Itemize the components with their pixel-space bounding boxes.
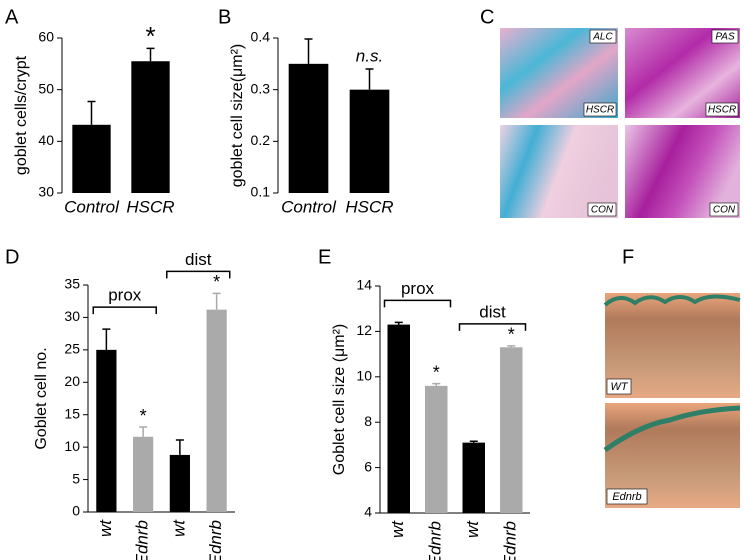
x-tick-label: HSCR [345,197,393,216]
x-tick-label: wt [463,520,482,538]
bar [96,349,117,512]
x-tick-label: Ednrb [133,520,152,560]
y-tick-label: 10 [356,368,372,384]
y-axis-label: Goblet cell no. [33,347,50,449]
y-tick-label: 10 [64,438,80,454]
bar [72,124,111,193]
group-label: prox [401,279,435,298]
y-tick-label: 6 [364,458,372,474]
x-tick-label: Ednrb [501,521,520,560]
y-tick-label: 30 [38,184,54,200]
group-tag: HSCR [586,105,614,116]
x-tick-label: HSCR [126,197,174,216]
y-tick-label: 35 [64,276,80,292]
x-tick-label: wt [96,519,115,537]
y-tick-label: 14 [356,277,372,293]
micrograph: CON [500,125,618,218]
bar [387,324,410,513]
y-tick-label: 0 [72,503,80,519]
y-axis-label: Goblet cell size (μm²) [331,324,348,475]
group-bracket [92,306,157,315]
panel-label: E [318,246,331,268]
bar [288,63,329,194]
panel-label: C [480,6,494,28]
panel-label: D [5,246,19,268]
panel-label: F [622,246,634,268]
micrograph: PAS HSCR [625,28,740,118]
error-bar [212,292,221,310]
group-tag: Ednrb [612,491,641,503]
error-bar [394,321,403,325]
y-tick-label: 40 [38,132,54,148]
error-bar [87,100,96,125]
micrograph: ALC HSCR [500,28,618,118]
y-tick-label: 0.2 [251,132,271,148]
x-tick-label: Control [281,197,337,216]
significance-label: * [508,325,515,345]
panel-label: A [5,6,19,28]
y-tick-label: 30 [64,308,80,324]
significance-label: * [433,362,440,382]
x-tick-label: wt [388,520,407,538]
y-tick-label: 50 [38,80,54,96]
y-tick-label: 4 [364,504,372,520]
significance-label: * [140,406,147,426]
bar [133,436,154,512]
significance-label: * [213,272,220,292]
error-bar [365,68,374,90]
y-axis-label: goblet cell size(μm²) [229,44,246,187]
y-tick-label: 5 [72,470,80,486]
bar [500,347,523,513]
error-bar [139,426,148,437]
group-bracket [166,270,231,279]
group-label: dist [479,302,506,321]
stain-tag: PAS [715,32,735,43]
significance-label: n.s. [356,46,383,65]
y-tick-label: 8 [364,413,372,429]
group-tag: WT [610,381,628,393]
significance-label: * [145,21,155,51]
error-bar [469,440,478,443]
y-tick-label: 20 [64,373,80,389]
micrograph: Ednrb [603,403,741,508]
error-bar [304,38,313,64]
x-tick-label: wt [169,519,188,537]
group-label: dist [185,250,212,269]
x-tick-label: Ednrb [206,520,225,560]
y-tick-label: 15 [64,405,80,421]
group-tag: HSCR [708,105,736,116]
y-tick-label: 0.1 [251,184,271,200]
y-tick-label: 0.3 [251,80,271,96]
y-tick-label: 60 [38,29,54,45]
group-tag: CON [591,205,614,216]
bar [425,385,448,513]
panel-label: B [218,6,231,28]
x-tick-label: Control [64,197,120,216]
y-tick-label: 0.4 [251,29,271,45]
group-label: prox [108,286,142,305]
bar [169,454,190,512]
micrograph: CON [625,125,740,218]
group-bracket [383,299,452,308]
y-tick-label: 12 [356,322,372,338]
error-bar [432,382,441,386]
y-tick-label: 25 [64,341,80,357]
stain-tag: ALC [592,32,613,43]
error-bar [507,345,516,348]
bar [131,61,170,193]
bar [206,309,227,512]
error-bar [102,328,111,350]
group-tag: CON [713,205,736,216]
bar [462,442,485,513]
group-bracket [458,323,527,331]
error-bar [175,439,184,455]
error-bar [146,47,155,62]
y-axis-label: goblet cells/crypt [13,55,30,175]
micrograph: WT [603,293,741,398]
x-tick-label: Ednrb [426,521,445,560]
bar [349,89,390,193]
